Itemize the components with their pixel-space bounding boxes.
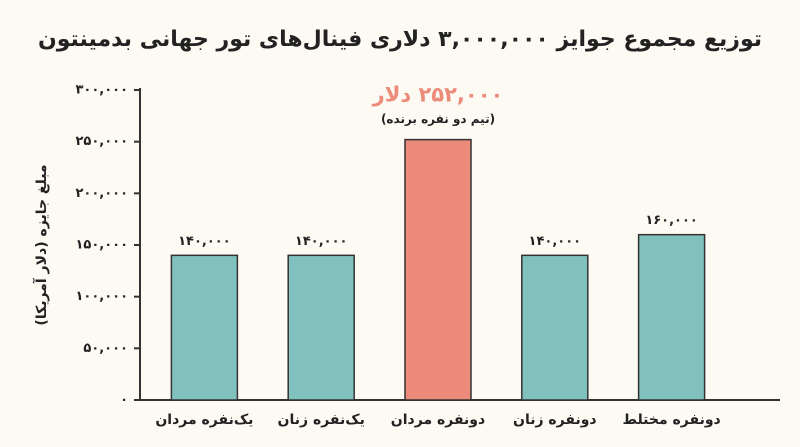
value-label: ۲۵۲,۰۰۰ دلار xyxy=(372,83,504,107)
x-tick-label: یک‌نفره مردان xyxy=(155,412,253,428)
annotation: (تیم دو نفره برنده) xyxy=(381,112,495,127)
bar xyxy=(170,254,239,401)
y-axis-label: مبلغ جایزه (دلار آمریکا) xyxy=(32,164,50,325)
x-tick-label: یک‌نفره زنان xyxy=(278,412,365,428)
y-tick-label: ۰ xyxy=(120,393,128,408)
y-tick-label: ۵۰,۰۰۰ xyxy=(83,341,128,356)
value-label: ۱۶۰,۰۰۰ xyxy=(645,213,698,228)
y-tick-label: ۲۰۰,۰۰۰ xyxy=(75,186,128,201)
bar xyxy=(404,138,472,401)
x-tick-label: دونفره مردان xyxy=(391,412,485,428)
y-tick-label: ۱۵۰,۰۰۰ xyxy=(75,238,128,253)
chart-title: توزیع مجموع جوایز ۳,۰۰۰,۰۰۰ دلاری فینال‌… xyxy=(38,27,762,52)
y-tick-label: ۳۰۰,۰۰۰ xyxy=(75,83,128,98)
x-tick-label: دونفره زنان xyxy=(513,412,597,428)
value-label: ۱۴۰,۰۰۰ xyxy=(178,234,231,249)
bar xyxy=(637,233,706,401)
x-tick-label: دونفره مختلط xyxy=(622,412,720,428)
bar xyxy=(521,254,589,401)
y-tick-label: ۲۵۰,۰۰۰ xyxy=(75,134,128,149)
bar xyxy=(287,254,355,401)
value-label: ۱۴۰,۰۰۰ xyxy=(529,234,582,249)
value-label: ۱۴۰,۰۰۰ xyxy=(295,234,348,249)
y-tick-label: ۱۰۰,۰۰۰ xyxy=(75,289,128,304)
